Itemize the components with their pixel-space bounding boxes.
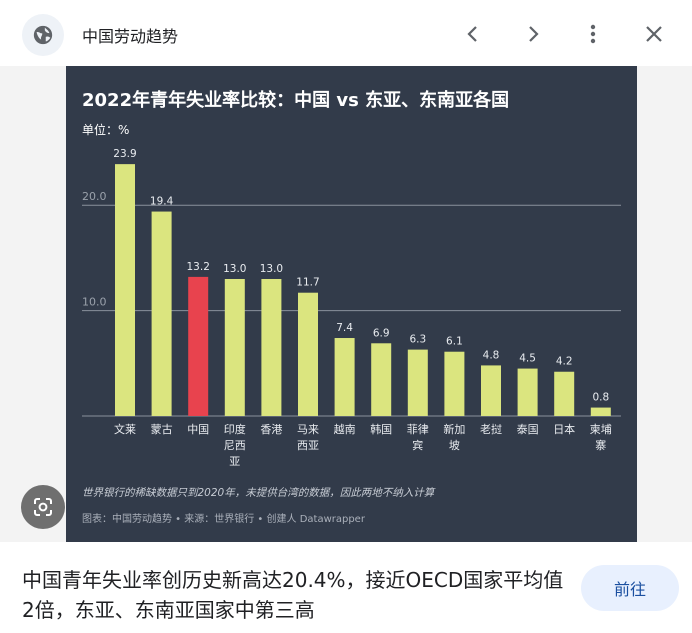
bar bbox=[334, 338, 355, 416]
chart-source: 图表：中国劳动趋势 • 来源：世界银行 • 创建人 Datawrapper bbox=[82, 512, 366, 525]
lens-search-button[interactable] bbox=[21, 485, 65, 529]
data-label: 23.9 bbox=[113, 148, 136, 160]
x-tick-label: 蒙古 bbox=[151, 423, 173, 436]
bar bbox=[151, 211, 172, 416]
data-label: 13.2 bbox=[187, 261, 210, 273]
data-label: 6.9 bbox=[373, 327, 390, 339]
site-name[interactable]: 中国劳动趋势 bbox=[82, 27, 179, 46]
x-tick-label: 韩国 bbox=[370, 422, 392, 436]
top-bar: 中国劳动趋势 bbox=[0, 0, 692, 66]
bar bbox=[298, 292, 318, 416]
x-tick-label: 西亚 bbox=[297, 439, 319, 452]
bar bbox=[517, 368, 538, 416]
bar bbox=[481, 365, 501, 416]
bar bbox=[261, 279, 282, 416]
x-tick-label: 柬埔 bbox=[590, 423, 612, 436]
x-tick-label: 宾 bbox=[412, 438, 423, 452]
close-icon bbox=[646, 26, 662, 42]
data-label: 13.0 bbox=[260, 263, 283, 275]
bar-chart: 2022年青年失业率比较：中国 vs 东亚、东南亚各国 单位：% 10.0 20.… bbox=[82, 89, 621, 525]
more-options-button[interactable] bbox=[576, 17, 610, 51]
chevron-left-icon bbox=[467, 26, 477, 42]
y-tick-label: 10.0 bbox=[82, 296, 107, 309]
x-tick-label: 新加 bbox=[443, 422, 465, 436]
unit-label: 单位：% bbox=[82, 122, 129, 137]
bar bbox=[407, 349, 428, 416]
bar bbox=[188, 276, 209, 416]
image-caption: 中国青年失业率创历史新高达20.4%，接近OECD国家平均值2倍，东亚、东南亚国… bbox=[22, 568, 564, 622]
x-tick-label: 菲律 bbox=[407, 423, 429, 436]
more-vert-icon bbox=[590, 24, 596, 44]
bar bbox=[590, 407, 611, 416]
previous-button[interactable] bbox=[456, 17, 490, 51]
data-label: 4.5 bbox=[519, 353, 536, 365]
x-tick-label: 印度 bbox=[224, 422, 246, 436]
visit-button[interactable]: 前往 bbox=[581, 565, 679, 611]
image-preview-panel: 2022年青年失业率比较：中国 vs 东亚、东南亚各国 单位：% 10.0 20.… bbox=[0, 66, 692, 542]
bar bbox=[554, 371, 575, 416]
data-label: 7.4 bbox=[336, 322, 353, 334]
next-button[interactable] bbox=[516, 17, 550, 51]
chart-image[interactable]: 2022年青年失业率比较：中国 vs 东亚、东南亚各国 单位：% 10.0 20.… bbox=[66, 66, 637, 542]
x-tick-label: 日本 bbox=[553, 422, 575, 436]
x-tick-label: 越南 bbox=[334, 422, 356, 436]
data-label: 11.7 bbox=[296, 277, 319, 289]
x-tick-label: 泰国 bbox=[517, 422, 539, 436]
data-label: 0.8 bbox=[592, 392, 609, 404]
x-tick-label: 香港 bbox=[260, 423, 282, 436]
x-tick-label: 寨 bbox=[595, 438, 606, 452]
data-label: 13.0 bbox=[223, 263, 246, 275]
bar bbox=[444, 351, 465, 416]
data-label: 4.8 bbox=[483, 349, 500, 361]
globe-icon bbox=[22, 14, 64, 56]
x-tick-label: 中国 bbox=[187, 423, 209, 436]
data-label: 6.1 bbox=[446, 336, 463, 348]
data-label: 4.2 bbox=[556, 356, 573, 368]
close-button[interactable] bbox=[637, 17, 671, 51]
bar bbox=[115, 164, 135, 416]
lens-icon bbox=[34, 498, 52, 516]
y-tick-label: 20.0 bbox=[82, 190, 107, 203]
data-label: 19.4 bbox=[150, 196, 174, 208]
chart-title: 2022年青年失业率比较：中国 vs 东亚、东南亚各国 bbox=[82, 89, 509, 111]
chart-note: 世界银行的稀缺数据只到2020年，未提供台湾的数据，因此两地不纳入计算 bbox=[82, 487, 436, 499]
x-tick-label: 文莱 bbox=[114, 422, 136, 436]
x-tick-label: 坡 bbox=[449, 439, 460, 452]
x-tick-label: 亚 bbox=[229, 455, 240, 468]
x-tick-label: 马来 bbox=[297, 423, 319, 436]
x-tick-label: 尼西 bbox=[224, 439, 246, 452]
x-tick-label: 老挝 bbox=[480, 422, 502, 436]
bar bbox=[371, 343, 392, 416]
bar bbox=[224, 279, 245, 416]
chevron-right-icon bbox=[529, 26, 539, 42]
data-label: 6.3 bbox=[409, 334, 426, 346]
